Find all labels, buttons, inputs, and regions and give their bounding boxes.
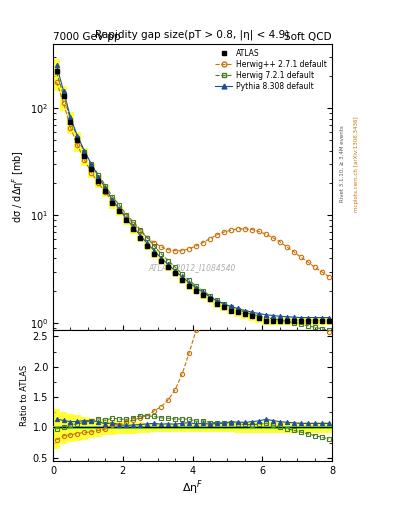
Text: 7000 GeV pp: 7000 GeV pp — [53, 32, 121, 42]
Legend: ATLAS, Herwig++ 2.7.1 default, Herwig 7.2.1 default, Pythia 8.308 default: ATLAS, Herwig++ 2.7.1 default, Herwig 7.… — [214, 47, 328, 92]
Text: Soft QCD: Soft QCD — [285, 32, 332, 42]
Y-axis label: Ratio to ATLAS: Ratio to ATLAS — [20, 365, 29, 426]
Text: mcplots.cern.ch [arXiv:1306.3436]: mcplots.cern.ch [arXiv:1306.3436] — [354, 116, 359, 211]
Text: Rivet 3.1.10, ≥ 3.4M events: Rivet 3.1.10, ≥ 3.4M events — [340, 125, 345, 202]
Y-axis label: dσ / dΔη$^F$ [mb]: dσ / dΔη$^F$ [mb] — [10, 151, 26, 223]
Title: Rapidity gap size(pT > 0.8, |η| < 4.9): Rapidity gap size(pT > 0.8, |η| < 4.9) — [95, 30, 290, 40]
Text: ATLAS_2012_I1084540: ATLAS_2012_I1084540 — [149, 263, 236, 272]
X-axis label: Δη$^F$: Δη$^F$ — [182, 478, 203, 497]
